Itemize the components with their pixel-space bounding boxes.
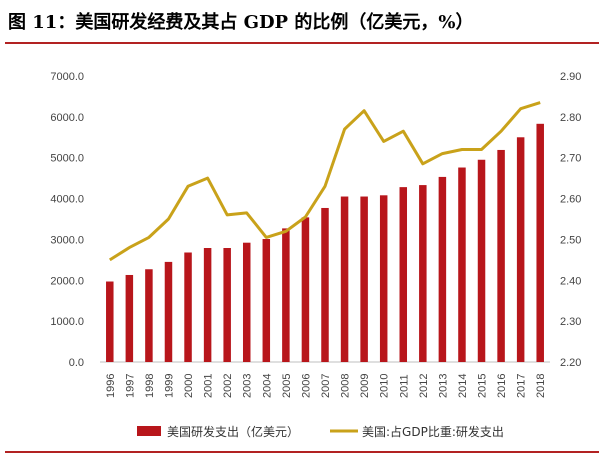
chart-title: 图 11：美国研发经费及其占 GDP 的比例（亿美元，%） (8, 12, 474, 33)
bar (419, 185, 427, 362)
bar (145, 269, 153, 362)
line-series (108, 101, 541, 262)
title-rule (5, 42, 599, 44)
x-tick-label: 2005 (281, 374, 293, 398)
bar (360, 196, 368, 362)
x-tick-label: 1996 (105, 374, 117, 398)
x-tick-label: 1999 (163, 374, 175, 398)
x-tick-label: 2017 (516, 374, 528, 398)
y-right-tick-label: 2.80 (560, 112, 581, 124)
y-right-tick-label: 2.60 (560, 194, 581, 206)
y-left-tick-label: 7000.0 (50, 71, 84, 83)
x-tick-label: 2002 (222, 374, 234, 398)
y-left-tick-label: 2000.0 (50, 275, 84, 287)
x-tick-label: 1997 (124, 374, 136, 398)
y-left-tick-label: 4000.0 (50, 194, 84, 206)
x-tick-label: 2004 (261, 374, 273, 398)
x-tick-label: 2016 (496, 374, 508, 398)
bar (497, 149, 505, 362)
legend-line-label: 美国:占GDP比重:研发支出 (362, 424, 504, 439)
y-right-tick-label: 2.40 (560, 275, 581, 287)
legend-bar-label: 美国研发支出（亿美元） (167, 424, 299, 439)
bar (262, 239, 271, 362)
x-tick-label: 2007 (320, 374, 332, 398)
y-left-tick-label: 6000.0 (50, 112, 84, 124)
y-right-tick-label: 2.20 (560, 357, 581, 369)
y-right-tick-label: 2.50 (560, 234, 581, 246)
bar (477, 159, 486, 362)
bar (301, 217, 310, 362)
bottom-rule (5, 451, 599, 453)
bar (458, 167, 466, 362)
x-tick-label: 1998 (144, 374, 156, 398)
bar (184, 252, 192, 362)
y-right-tick-label: 2.70 (560, 153, 581, 165)
line-path (108, 101, 541, 262)
x-tick-label: 2011 (398, 374, 410, 398)
bar (321, 207, 329, 362)
bar (242, 242, 251, 362)
x-tick-label: 2013 (437, 374, 449, 398)
bar (282, 228, 290, 362)
y-left-tick-label: 1000.0 (50, 316, 84, 328)
x-tick-label: 2012 (418, 374, 430, 398)
bar (164, 261, 173, 362)
x-tick-label: 2008 (340, 374, 352, 398)
x-tick-label: 2018 (535, 374, 547, 398)
legend: 美国研发支出（亿美元） 美国:占GDP比重:研发支出 (137, 424, 504, 439)
x-tick-label: 2000 (183, 374, 195, 398)
bar (399, 187, 408, 362)
y-left-tick-label: 5000.0 (50, 153, 84, 165)
y-right-tick-label: 2.90 (560, 71, 581, 83)
bar-series (106, 123, 544, 362)
bar (203, 248, 212, 362)
bar (223, 248, 231, 362)
bar (340, 196, 349, 362)
bar (516, 137, 525, 362)
bar (379, 195, 388, 362)
y-left-tick-label: 3000.0 (50, 234, 84, 246)
x-tick-label: 2009 (359, 374, 371, 398)
bar (125, 274, 134, 362)
x-tick-labels: 1996 1997 1998 1999 2000 2001 2002 2003 2004 2005… (105, 374, 547, 398)
bar (536, 123, 544, 362)
x-tick-label: 2014 (457, 374, 469, 398)
x-tick-label: 2006 (300, 374, 312, 398)
y-left-tick-label: 0.0 (69, 357, 84, 369)
x-tick-label: 2010 (379, 374, 391, 398)
legend-bar-swatch (137, 426, 161, 436)
bar (106, 281, 114, 362)
axes: 0.0 1000.0 2000.0 3000.0 4000.0 5000.0 6000.0 7… (50, 71, 581, 369)
x-tick-label: 2015 (477, 374, 489, 398)
x-tick-label: 2001 (203, 374, 215, 398)
x-tick-label: 2003 (242, 374, 254, 398)
y-right-tick-label: 2.30 (560, 316, 581, 328)
bar (438, 176, 447, 362)
